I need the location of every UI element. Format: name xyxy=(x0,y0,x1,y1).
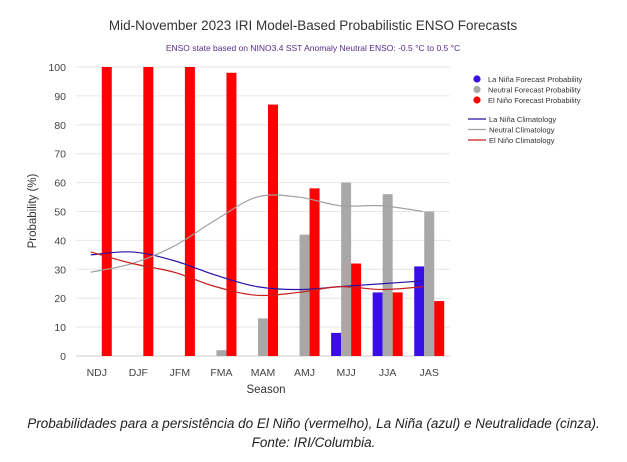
x-tick-label: FMA xyxy=(210,367,232,379)
legend-label: El Niño Climatology xyxy=(489,136,555,145)
bar xyxy=(414,266,425,356)
y-tick-label: 90 xyxy=(54,91,66,103)
bar xyxy=(184,67,195,356)
x-axis-title: Season xyxy=(246,384,285,396)
y-tick-label: 50 xyxy=(54,207,66,219)
y-tick-label: 100 xyxy=(48,62,66,74)
bars xyxy=(101,67,445,356)
y-tick-label: 20 xyxy=(54,293,66,305)
x-tick-label: JJA xyxy=(379,367,397,379)
legend-marker xyxy=(473,96,481,104)
legend-label: Neutral Climatology xyxy=(489,125,555,134)
y-axis-title: Probability (%) xyxy=(27,173,39,248)
legend-marker xyxy=(473,75,481,83)
x-tick-label: MAM xyxy=(251,367,276,379)
bar xyxy=(309,188,320,356)
bar xyxy=(341,182,352,356)
legend-label: La Niña Climatology xyxy=(489,115,556,124)
climatology-line xyxy=(90,194,424,273)
x-tick-label: AMJ xyxy=(294,367,315,379)
climatology-lines xyxy=(90,194,424,297)
bar xyxy=(392,292,403,356)
x-tick-label: JAS xyxy=(420,367,439,379)
bar xyxy=(299,234,310,356)
x-tick-label: DJF xyxy=(129,367,148,379)
y-tick-label: 80 xyxy=(54,120,66,132)
bar xyxy=(101,67,112,356)
bar xyxy=(351,263,362,356)
x-tick-label: JFM xyxy=(170,367,190,379)
bar xyxy=(382,194,393,356)
chart-title: Mid-November 2023 IRI Model-Based Probab… xyxy=(109,18,517,33)
bar xyxy=(226,72,237,356)
bar xyxy=(331,332,342,356)
x-tick-label: MJJ xyxy=(336,367,355,379)
y-tick-label: 10 xyxy=(54,322,66,334)
y-tick-label: 40 xyxy=(54,235,66,247)
grid-lines xyxy=(76,66,450,357)
bar xyxy=(424,211,435,356)
bar xyxy=(434,301,445,356)
bar xyxy=(372,292,383,356)
legend-label: El Niño Forecast Probability xyxy=(488,96,581,105)
y-tick-label: 70 xyxy=(54,149,66,161)
legend-label: La Niña Forecast Probability xyxy=(488,75,582,84)
chart-subtitle: ENSO state based on NINO3.4 SST Anomaly … xyxy=(166,43,460,53)
legend-marker xyxy=(473,85,481,94)
y-tick-labels: 0 10 20 30 40 50 60 70 80 90 100 xyxy=(48,62,66,363)
y-tick-label: 30 xyxy=(54,264,66,276)
x-tick-label: NDJ xyxy=(87,367,107,379)
bar xyxy=(258,318,268,356)
x-tick-labels: NDJ DJF JFM FMA MAM AMJ MJJ JJA JAS xyxy=(87,367,439,379)
y-tick-label: 60 xyxy=(54,178,66,190)
enso-chart: Mid-November 2023 IRI Model-Based Probab… xyxy=(27,18,582,396)
y-tick-label: 0 xyxy=(60,351,66,363)
figure-caption: Probabilidades para a persistência do El… xyxy=(27,416,600,450)
bar xyxy=(268,104,278,356)
bar xyxy=(216,350,227,356)
legend-label: Neutral Forecast Probability xyxy=(488,85,581,94)
bar xyxy=(143,67,154,356)
climatology-line xyxy=(90,251,424,297)
climatology-line xyxy=(90,251,424,291)
